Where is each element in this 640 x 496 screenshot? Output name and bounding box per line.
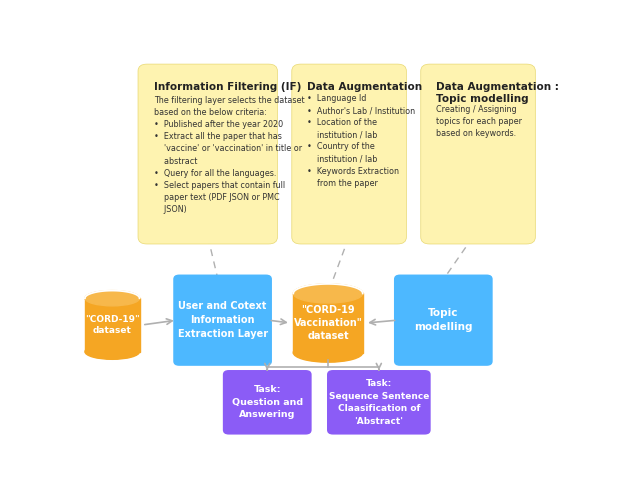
Text: Information Filtering (IF): Information Filtering (IF) [154, 82, 301, 92]
Text: Data Augmentation: Data Augmentation [307, 82, 422, 92]
Text: Creating / Assigning
topics for each paper
based on keywords.: Creating / Assigning topics for each pap… [436, 105, 522, 138]
Text: •  Language Id
•  Author's Lab / Institution
•  Location of the
    institution : • Language Id • Author's Lab / Instituti… [307, 94, 415, 188]
Bar [293, 294, 363, 353]
Ellipse shape [293, 343, 363, 362]
FancyBboxPatch shape [420, 64, 535, 244]
FancyBboxPatch shape [173, 275, 272, 366]
FancyBboxPatch shape [223, 370, 312, 434]
Bar [85, 298, 140, 352]
Ellipse shape [85, 344, 140, 359]
Text: "CORD-19"
dataset: "CORD-19" dataset [85, 314, 140, 335]
Ellipse shape [293, 284, 363, 303]
FancyBboxPatch shape [394, 275, 493, 366]
FancyBboxPatch shape [327, 370, 431, 434]
Text: User and Cotext
Information
Extraction Layer: User and Cotext Information Extraction L… [177, 301, 268, 339]
Ellipse shape [85, 291, 140, 306]
Text: Data Augmentation :
Topic modelling: Data Augmentation : Topic modelling [436, 82, 559, 104]
Text: Task:
Question and
Answering: Task: Question and Answering [232, 385, 303, 419]
Text: The filtering layer selects the dataset
based on the below criteria:
•  Publishe: The filtering layer selects the dataset … [154, 96, 305, 214]
Text: Topic
modelling: Topic modelling [414, 308, 472, 332]
Text: Task:
Sequence Sentence
Claasification of
'Abstract': Task: Sequence Sentence Claasification o… [329, 379, 429, 426]
FancyBboxPatch shape [138, 64, 277, 244]
Text: "CORD-19
Vaccination"
dataset: "CORD-19 Vaccination" dataset [294, 305, 362, 341]
FancyBboxPatch shape [292, 64, 406, 244]
